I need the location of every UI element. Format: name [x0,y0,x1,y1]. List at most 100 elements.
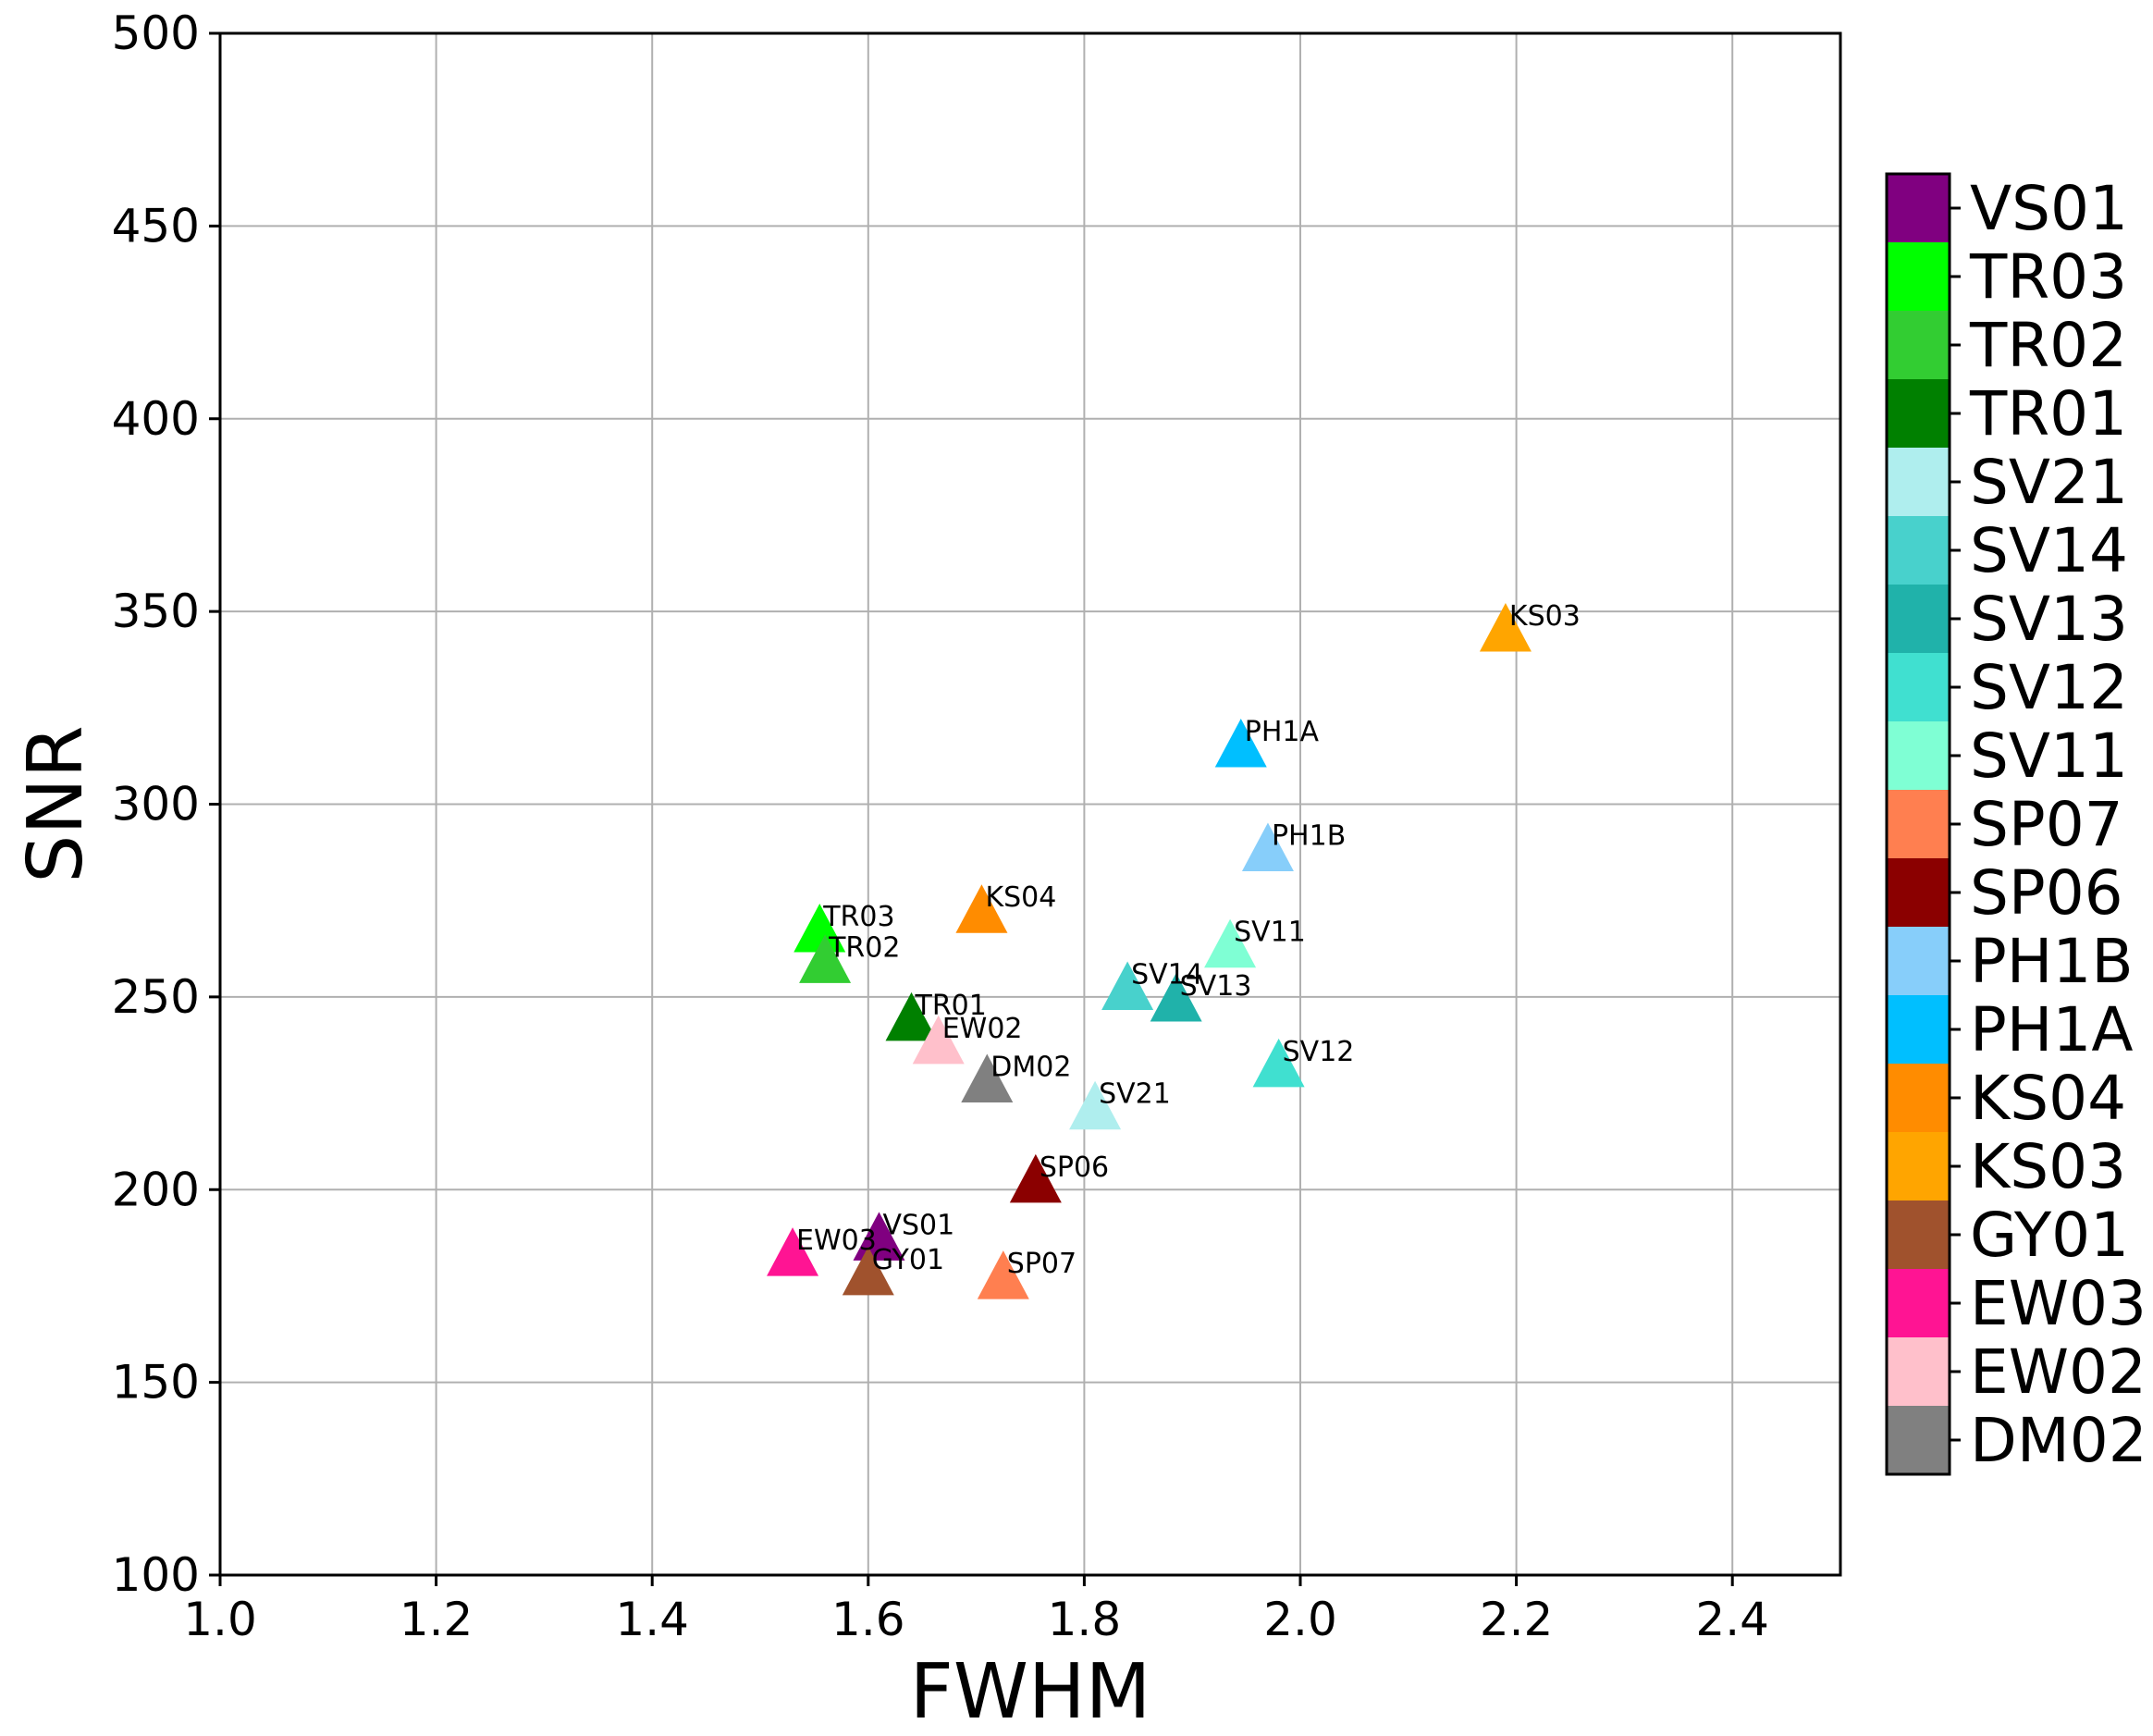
point-label-sv12: SV12 [1283,1036,1355,1068]
colorbar-swatch-ph1b [1887,927,1950,995]
colorbar-swatch-sp07 [1887,790,1950,858]
point-sv13 [1150,973,1202,1022]
point-label-sp06: SP06 [1040,1151,1109,1184]
colorbar-swatch-sv21 [1887,448,1950,516]
colorbar-swatch-gy01 [1887,1200,1950,1269]
colorbar-label-sv13: SV13 [1970,584,2128,655]
data-points [767,602,1532,1299]
colorbar-label-ph1b: PH1B [1970,926,2134,997]
point-label-sv21: SV21 [1099,1078,1171,1111]
point-sv14 [1101,961,1154,1011]
colorbar-swatch-tr01 [1887,379,1950,448]
colorbar-label-sv14: SV14 [1970,515,2128,586]
plot-frame [218,31,1842,1577]
point-label-sv11: SV11 [1234,917,1306,949]
colorbar-label-sp07: SP07 [1970,789,2123,860]
y-tick-label: 400 [112,392,200,446]
point-label-gy01: GY01 [872,1244,944,1276]
colorbar-label-sp06: SP06 [1970,857,2123,929]
point-label-vs01: VS01 [882,1209,954,1241]
colorbar-legend: VS01TR03TR02TR01SV21SV14SV13SV12SV11SP07… [1885,172,2147,1476]
x-axis-ticks: 1.0 1.2 1.4 1.6 1.8 2.0 2.2 2.4 [183,1575,1769,1646]
x-tick-label: 2.2 [1480,1593,1554,1646]
colorbar-swatch-tr03 [1887,242,1950,311]
colorbar-frame [1885,172,1951,1476]
point-sv21 [1069,1080,1122,1130]
y-axis-title: SNR [12,725,100,882]
colorbar-label-dm02: DM02 [1970,1405,2147,1476]
point-sv11 [1204,918,1257,968]
colorbar-swatch-vs01 [1887,174,1950,242]
y-tick-label: 300 [112,778,200,831]
point-sp06 [1009,1153,1062,1203]
y-tick-label: 450 [112,199,200,252]
point-sv12 [1252,1038,1305,1088]
colorbar-swatch-sv12 [1887,653,1950,721]
point-ks03 [1479,602,1532,652]
y-tick-label: 150 [112,1356,200,1410]
colorbar-label-tr01: TR01 [1969,378,2127,449]
point-ph1b [1241,822,1294,872]
colorbar-label-tr03: TR03 [1969,241,2127,313]
colorbar-label-sv11: SV11 [1970,720,2128,792]
point-label-ph1a: PH1A [1245,716,1320,748]
x-tick-label: 1.6 [831,1593,905,1646]
colorbar-swatch-ew03 [1887,1269,1950,1337]
x-tick-label: 2.4 [1695,1593,1769,1646]
point-label-ks03: KS03 [1509,600,1581,633]
point-label-ph1b: PH1B [1272,820,1346,853]
point-tr03 [794,904,846,953]
point-label-sp07: SP07 [1007,1248,1076,1280]
point-label-ew03: EW03 [796,1225,877,1257]
point-label-sv14: SV14 [1131,959,1203,991]
x-tick-label: 1.0 [183,1593,257,1646]
point-label-sv13: SV13 [1180,970,1252,1003]
point-tr01 [885,991,938,1041]
colorbar-swatch-sv13 [1887,585,1950,653]
point-tr02 [799,934,852,983]
point-label-tr02: TR02 [828,931,900,964]
y-axis-ticks: 100 150 200 250 300 350 400 450 500 [112,6,220,1602]
point-label-ks04: KS04 [985,881,1056,914]
y-tick-label: 250 [112,970,200,1024]
point-label-ew02: EW02 [942,1013,1023,1045]
x-axis-title: FWHM [910,1648,1151,1736]
y-tick-label: 100 [112,1548,200,1602]
point-label-tr01: TR01 [915,990,987,1022]
colorbar-label-sv21: SV21 [1970,447,2128,518]
colorbar-label-sv12: SV12 [1970,652,2128,723]
colorbar-swatch-ks04 [1887,1064,1950,1132]
colorbar-swatch-dm02 [1887,1406,1950,1474]
colorbar-swatch-sv11 [1887,721,1950,790]
point-label-dm02: DM02 [990,1052,1071,1084]
x-tick-label: 2.0 [1263,1593,1337,1646]
point-ew02 [912,1015,965,1065]
colorbar-swatch-ph1a [1887,995,1950,1064]
x-tick-label: 1.2 [400,1593,474,1646]
colorbar-label-ew02: EW02 [1970,1336,2147,1408]
grid-lines [219,32,1840,1576]
x-tick-label: 1.8 [1048,1593,1122,1646]
x-tick-label: 1.4 [615,1593,689,1646]
colorbar-swatch-sp06 [1887,858,1950,927]
point-label-tr03: TR03 [822,901,894,933]
colorbar-label-ks03: KS03 [1970,1131,2126,1202]
y-tick-label: 200 [112,1163,200,1216]
colorbar-label-ks04: KS04 [1970,1063,2126,1134]
colorbar-label-tr02: TR02 [1969,310,2127,381]
y-tick-label: 350 [112,585,200,638]
y-tick-label: 500 [112,6,200,60]
point-gy01 [842,1246,894,1296]
colorbar-label-ew03: EW03 [1970,1268,2147,1339]
point-vs01 [853,1212,905,1261]
point-ew03 [767,1227,819,1276]
point-sp07 [977,1250,1029,1299]
colorbar-swatch-ew02 [1887,1337,1950,1406]
colorbar-label-gy01: GY01 [1970,1200,2129,1271]
point-ph1a [1214,718,1267,768]
colorbar-label-ph1a: PH1A [1970,994,2134,1065]
point-ks04 [955,884,1008,933]
